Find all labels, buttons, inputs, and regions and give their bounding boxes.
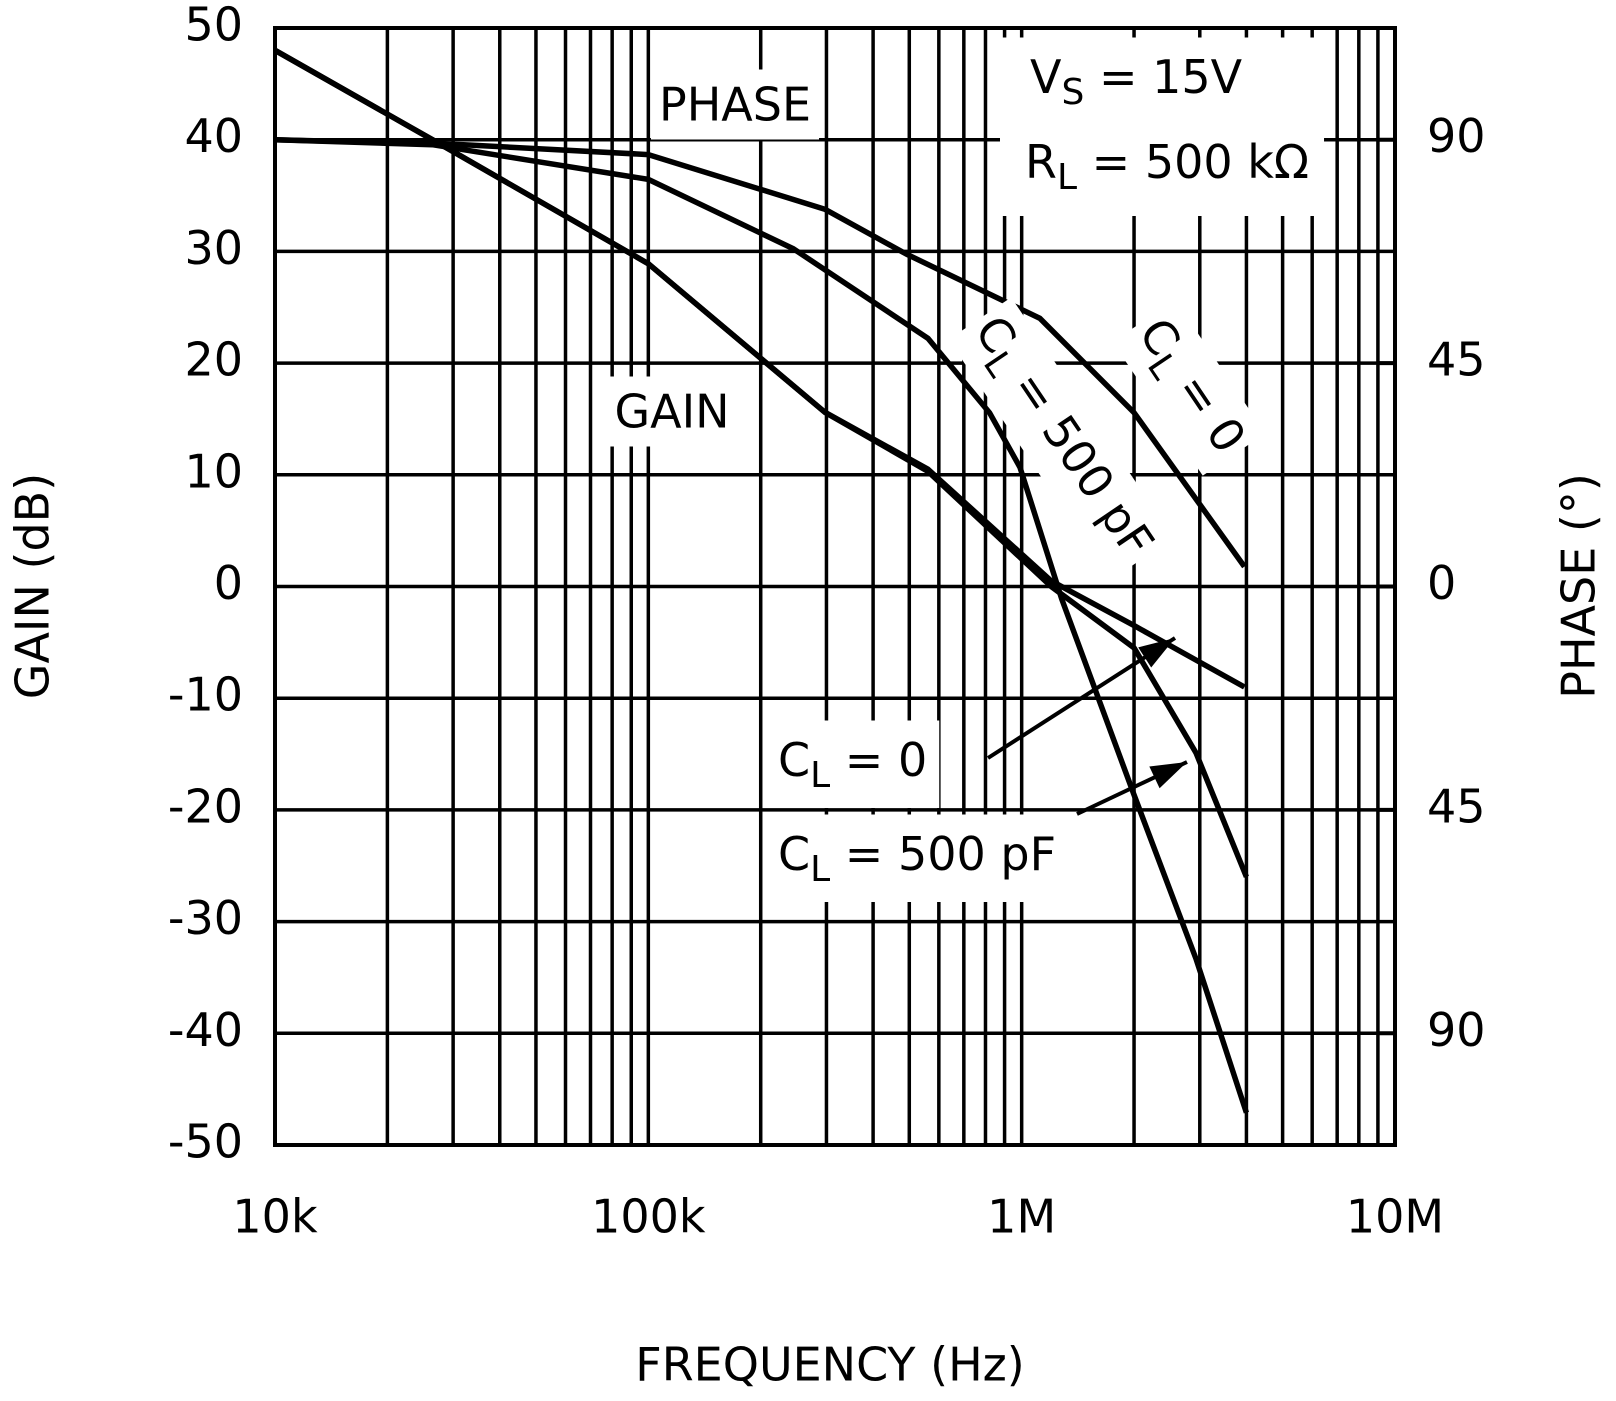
y-tick-label: 40 — [184, 109, 243, 163]
y2-tick-label: 45 — [1427, 333, 1486, 387]
annotation: GAIN — [614, 385, 729, 439]
x-axis-title: FREQUENCY (Hz) — [635, 1338, 1025, 1392]
y-tick-label: 20 — [184, 333, 243, 387]
label-background — [948, 297, 1174, 581]
text-part: = 500 kΩ — [1077, 135, 1309, 189]
lines — [273, 47, 1250, 1114]
y-tick-label: -30 — [168, 891, 243, 945]
series-line — [273, 47, 1249, 878]
y-tick-label: 30 — [184, 221, 243, 275]
y-tick-label: 0 — [214, 556, 243, 610]
arrow-head — [1149, 762, 1187, 789]
label-background — [1000, 37, 1325, 216]
label-background — [650, 69, 820, 140]
y2-tick-label: 90 — [1427, 1003, 1486, 1057]
x-tick-label: 1M — [987, 1190, 1056, 1244]
arrow — [986, 636, 1177, 760]
y-tick-label: -40 — [168, 1003, 243, 1057]
series-line — [274, 136, 1247, 569]
condition-text: VS = 15V — [1030, 50, 1243, 114]
y-tick-label: 50 — [184, 0, 243, 52]
y-axis-title: GAIN (dB) — [6, 473, 60, 699]
subscript: S — [1061, 72, 1084, 113]
y2-axis-title: PHASE (°) — [1552, 473, 1606, 699]
series-line — [274, 136, 1250, 1114]
text-part: V — [1030, 50, 1062, 104]
annotation: PHASE — [659, 78, 811, 132]
subscript: L — [1057, 157, 1077, 198]
arrow-head — [1138, 638, 1175, 668]
y-tick-label: 10 — [184, 444, 243, 498]
x-tick-label: 100k — [591, 1190, 706, 1244]
label-background — [766, 720, 940, 808]
label-background — [1112, 299, 1266, 476]
label-background — [766, 814, 1069, 902]
x-tick-label: 10M — [1346, 1190, 1444, 1244]
y2-tick-label: 90 — [1427, 109, 1486, 163]
conditions: VS = 15V RL = 500 kΩ — [1000, 37, 1325, 216]
y-tick-label: -20 — [168, 779, 243, 833]
labels: PHASE GAIN VS = 15V RL = 500 kΩ CL = 0 CL = 5… — [606, 37, 1325, 902]
y-tick-label: -10 — [168, 668, 243, 722]
text-part: = 15V — [1084, 50, 1242, 104]
label-background — [606, 376, 738, 447]
text-part: R — [1025, 135, 1057, 189]
condition-text: RL = 500 kΩ — [1025, 135, 1309, 199]
x-tick-label: 10k — [232, 1190, 318, 1244]
legend-label: CL = 500 pF — [778, 827, 1056, 891]
y2-tick-label: 0 — [1427, 556, 1456, 610]
legend-label: CL = 0 — [778, 733, 927, 797]
y-tick-label: -50 — [168, 1115, 243, 1169]
y2-tick-label: 45 — [1427, 779, 1486, 833]
